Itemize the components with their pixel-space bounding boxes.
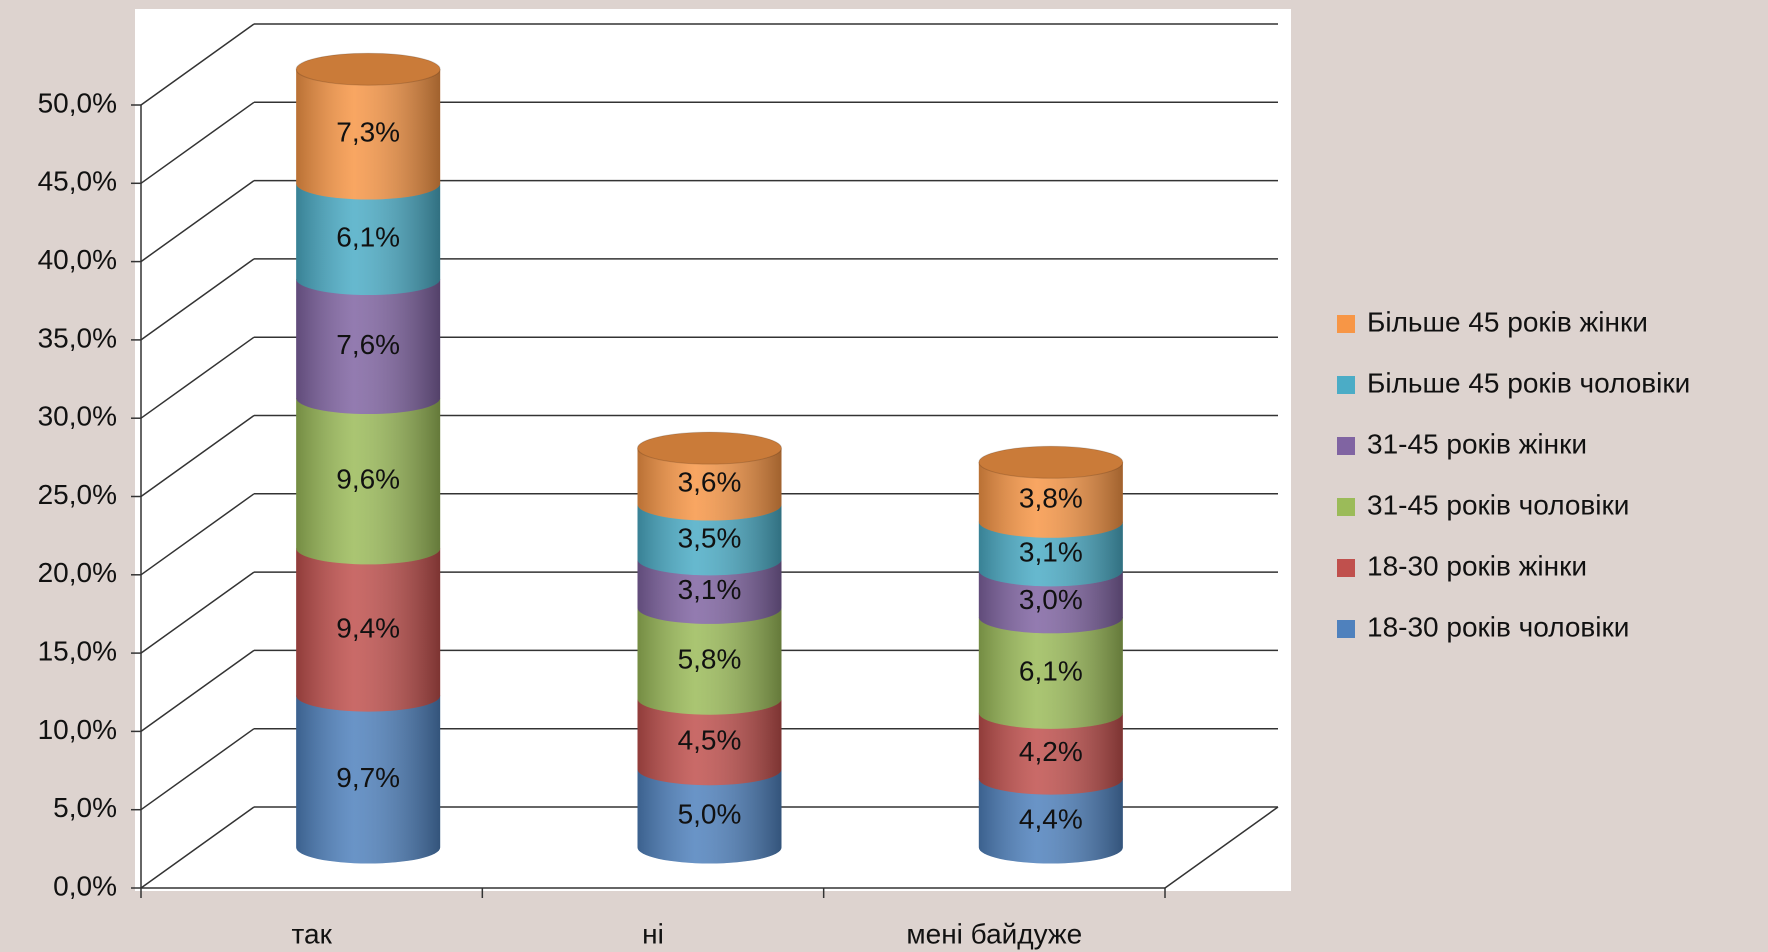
value-label: 6,1%	[336, 222, 400, 253]
value-label: 3,8%	[1019, 482, 1083, 513]
legend-swatch	[1337, 437, 1355, 455]
legend-swatch	[1337, 376, 1355, 394]
segment-shade	[637, 769, 782, 864]
grid-line	[140, 258, 255, 341]
grid-line	[140, 493, 255, 576]
grid-line	[140, 336, 255, 419]
y-tick-label: 5,0%	[53, 792, 117, 823]
y-tick-label: 45,0%	[38, 166, 117, 197]
value-label: 3,6%	[678, 467, 742, 498]
grid-line	[140, 23, 255, 106]
segment-shade	[978, 712, 1123, 795]
grid-line	[140, 806, 255, 889]
legend-swatch	[1337, 498, 1355, 516]
y-tick-label: 25,0%	[38, 479, 117, 510]
value-label: 7,3%	[336, 117, 400, 148]
grid-line	[140, 414, 255, 498]
value-label: 4,5%	[678, 724, 742, 755]
segment-shade	[296, 695, 441, 864]
segment-shade	[296, 69, 441, 200]
segment-shade	[637, 448, 782, 521]
grid-line	[140, 728, 255, 811]
segment-shade	[296, 183, 441, 296]
y-tick-label: 20,0%	[38, 557, 117, 588]
segment-shade	[978, 521, 1123, 587]
legend-swatch	[1337, 559, 1355, 577]
x-tick-label: так	[291, 918, 332, 949]
legend-label: 31-45 років жінки	[1367, 428, 1587, 459]
legend-swatch	[1337, 620, 1355, 638]
segment-shade	[637, 698, 782, 786]
value-label: 3,1%	[1019, 536, 1083, 567]
legend-label: 31-45 років чоловіки	[1367, 489, 1629, 520]
cylinder-top	[637, 431, 782, 465]
segment-shade	[637, 559, 782, 624]
grid-line	[140, 571, 255, 654]
value-label: 3,0%	[1019, 584, 1083, 615]
segment-shade	[296, 279, 441, 415]
legend-label: 18-30 років жінки	[1367, 550, 1587, 581]
grid-line	[140, 179, 255, 263]
value-label: 7,6%	[336, 329, 400, 360]
y-tick-label: 0,0%	[53, 870, 117, 901]
cylinder-top	[295, 52, 441, 86]
legend-label: Більше 45 років чоловіки	[1367, 367, 1690, 398]
grid-line	[140, 101, 255, 184]
segment-shade	[978, 570, 1123, 634]
value-label: 6,1%	[1019, 655, 1083, 686]
value-label: 4,2%	[1019, 736, 1083, 767]
segment-shade	[296, 398, 441, 565]
y-tick-label: 40,0%	[38, 244, 117, 275]
value-label: 5,8%	[678, 644, 742, 675]
segment-shade	[978, 617, 1123, 729]
legend-label: 18-30 років чоловіки	[1367, 611, 1629, 642]
value-label: 4,4%	[1019, 803, 1083, 834]
value-label: 5,0%	[678, 799, 742, 830]
y-tick-label: 30,0%	[38, 401, 117, 432]
y-tick-label: 50,0%	[38, 87, 117, 118]
y-tick-label: 10,0%	[38, 714, 117, 745]
cylinder-top-shade	[637, 432, 782, 465]
x-tick-label: мені байдуже	[906, 918, 1082, 949]
value-label: 3,1%	[678, 574, 742, 605]
cylinder-top	[978, 445, 1124, 479]
x-tick-label: ні	[642, 918, 664, 949]
value-label: 9,6%	[336, 464, 400, 495]
segment-shade	[637, 607, 782, 715]
y-tick-label: 35,0%	[38, 322, 117, 353]
cylinder-top-shade	[296, 53, 441, 86]
segment-shade	[296, 548, 441, 712]
legend-swatch	[1337, 315, 1355, 333]
segment-shade	[978, 778, 1123, 864]
cylinder-top-shade	[978, 446, 1123, 479]
value-label: 9,7%	[336, 762, 400, 793]
y-tick-label: 15,0%	[38, 635, 117, 666]
grid-line	[140, 649, 255, 733]
floor-edge	[1164, 806, 1279, 889]
value-label: 3,5%	[678, 522, 742, 553]
segment-shade	[637, 504, 782, 576]
value-label: 9,4%	[336, 612, 400, 643]
legend-label: Більше 45 років жінки	[1367, 306, 1648, 337]
segment-shade	[978, 462, 1123, 538]
